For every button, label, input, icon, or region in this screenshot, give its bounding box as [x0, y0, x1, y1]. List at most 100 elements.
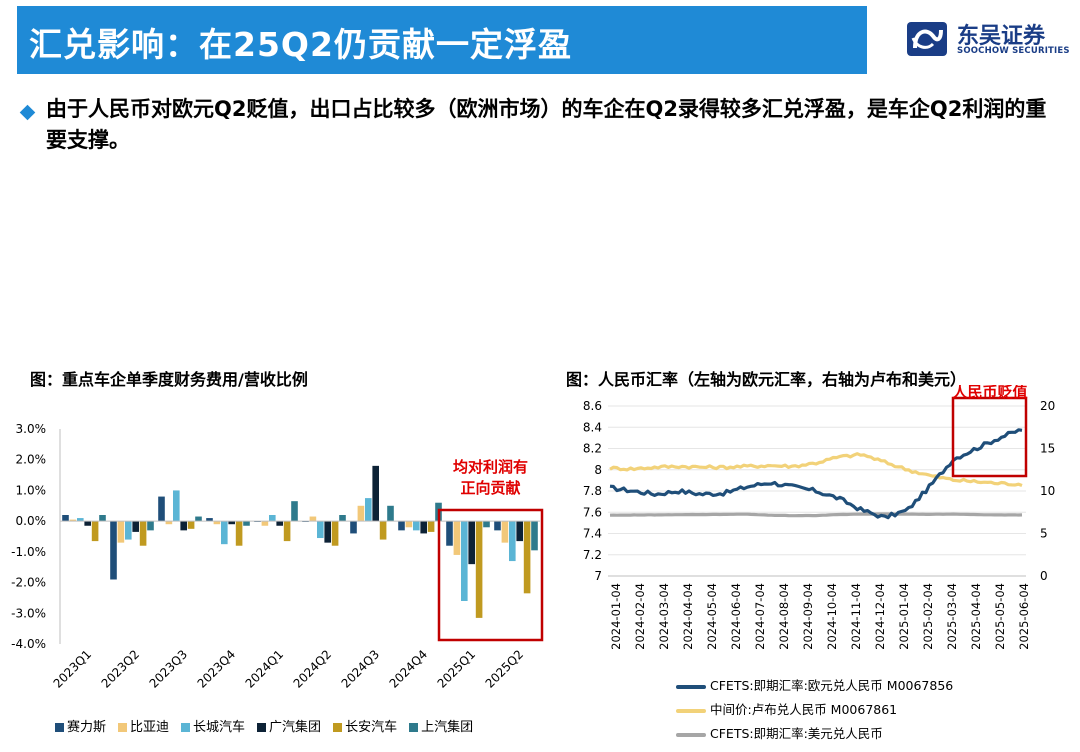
- legend-swatch: [55, 723, 64, 732]
- bar: [132, 521, 139, 532]
- y-left-tick-label: 8.2: [583, 442, 602, 456]
- bullet-text: 由于人民币对欧元Q2贬值，出口占比较多（欧洲市场）的车企在Q2录得较多汇兑浮盈，…: [46, 97, 1047, 152]
- bar: [213, 521, 221, 525]
- y-tick-label: -3.0%: [11, 606, 46, 620]
- bar: [276, 521, 283, 526]
- logo-name: 东吴证券: [957, 24, 1046, 49]
- legend-item: 广汽集团: [257, 716, 321, 735]
- bullet-diamond-icon: [19, 104, 36, 121]
- legend-item: CFETS:即期汇率:美元兑人民币: [676, 724, 1076, 748]
- bar: [446, 521, 453, 546]
- bar: [483, 521, 490, 528]
- legend-swatch: [409, 723, 419, 732]
- bar: [165, 521, 173, 525]
- x-tick-label: 2025-06-04: [1017, 583, 1031, 650]
- company-logo: 东吴证券 SOOCHOW SECURITIES: [905, 18, 1070, 60]
- bar: [91, 521, 99, 542]
- bar: [516, 521, 523, 542]
- chart-annotation: 正向贡献: [460, 479, 520, 497]
- bar: [173, 490, 180, 522]
- legend-label: 长安汽车: [345, 720, 398, 735]
- legend-swatch: [257, 723, 267, 732]
- legend-item: CFETS:即期汇率:欧元兑人民币 M0067856: [676, 676, 1076, 700]
- legend-label: CFETS:即期汇率:欧元兑人民币 M0067856: [710, 678, 954, 693]
- chart-annotation: 均对利润有: [453, 458, 528, 476]
- legend-line-swatch: [676, 733, 706, 737]
- chart-annotation: 人民币贬值: [952, 385, 1027, 401]
- x-tick-label: 2024Q1: [243, 647, 287, 691]
- highlight-box: [951, 396, 1028, 478]
- bar: [228, 521, 235, 525]
- bar: [509, 521, 516, 562]
- bar: [261, 521, 269, 526]
- bar: [180, 521, 187, 531]
- legend-item: 上汽集团: [409, 716, 473, 735]
- bar: [62, 515, 69, 522]
- bar: [187, 521, 195, 529]
- y-left-tick-label: 7.8: [583, 484, 602, 498]
- legend-swatch: [333, 723, 343, 732]
- right-line-chart: 8.6 8.4 8.2 8 7.8 7.6 7.4 7.2 7 20 15 10 5 0 2024-01-0…: [583, 385, 1055, 650]
- bar: [158, 496, 165, 522]
- bar: [317, 521, 324, 539]
- y-tick-label: -1.0%: [11, 545, 46, 559]
- x-tick-label: 2025-01-04: [897, 583, 911, 650]
- bar: [453, 521, 461, 555]
- left-bar-chart: 3.0% 2.0% 1.0% 0.0% -1.0% -2.0% -3.0% -4.0% 2023…: [11, 422, 544, 691]
- y-right-tick-label: 10: [1040, 484, 1055, 498]
- x-tick-label: 2023Q2: [99, 647, 143, 691]
- left-chart-caption: 图：重点车企单季度财务费用/营收比例: [30, 370, 308, 389]
- bar: [357, 505, 365, 522]
- x-tick-label: 2024Q2: [291, 647, 335, 691]
- legend-line-swatch: [676, 709, 706, 713]
- bar: [475, 521, 483, 618]
- bar: [405, 521, 413, 528]
- x-tick-label: 2024-03-04: [657, 583, 671, 650]
- bar: [461, 521, 468, 601]
- bar: [372, 465, 379, 522]
- legend-item: 长安汽车: [333, 716, 397, 735]
- legend-line-swatch: [676, 685, 706, 689]
- x-tick-label: 2024-12-04: [873, 583, 887, 650]
- logo-subtitle: SOOCHOW SECURITIES: [957, 46, 1070, 56]
- y-tick-label: -2.0%: [11, 576, 46, 590]
- y-right-tick-label: 20: [1040, 399, 1055, 413]
- bar: [110, 521, 117, 580]
- bar: [309, 516, 317, 522]
- x-tick-label: 2024-08-04: [777, 583, 791, 650]
- bar: [69, 519, 77, 522]
- y-tick-label: 2.0%: [16, 453, 47, 467]
- series-line: [609, 428, 1023, 520]
- bar: [84, 521, 91, 526]
- bar: [125, 521, 132, 540]
- title-bar: 汇兑影响：在25Q2仍贡献一定浮盈: [17, 6, 867, 74]
- bar: [206, 518, 213, 522]
- legend-swatch: [118, 723, 128, 732]
- legend-item: 赛力斯: [55, 716, 106, 735]
- x-tick-label: 2024-10-04: [825, 583, 839, 650]
- bar: [523, 521, 531, 594]
- bar: [531, 521, 538, 551]
- x-tick-label: 2024Q3: [339, 647, 383, 691]
- x-tick-label: 2024-05-04: [705, 583, 719, 650]
- highlight-box: [437, 508, 544, 642]
- x-tick-label: 2024-01-04: [609, 583, 623, 650]
- right-chart-caption: 图：人民币汇率（左轴为欧元汇率，右轴为卢布和美元）: [566, 370, 967, 389]
- y-right-tick-label: 5: [1040, 527, 1048, 541]
- y-left-tick-label: 8: [594, 463, 602, 477]
- y-right-tick-label: 0: [1040, 569, 1048, 583]
- bar: [235, 521, 243, 546]
- bar: [147, 521, 154, 531]
- y-left-tick-label: 7: [594, 569, 602, 583]
- y-left-tick-label: 7.6: [583, 505, 602, 519]
- legend-label: 赛力斯: [67, 720, 107, 735]
- left-chart-legend: 赛力斯 比亚迪 长城汽车 广汽集团 长安汽车 上汽集团: [55, 716, 535, 736]
- x-tick-label: 2025-05-04: [993, 583, 1007, 650]
- bar: [117, 521, 125, 543]
- legend-label: 比亚迪: [130, 720, 170, 735]
- bar: [77, 518, 84, 522]
- x-tick-label: 2025-04-04: [969, 583, 983, 650]
- bar: [339, 515, 346, 522]
- x-tick-label: 2024Q4: [387, 647, 431, 691]
- legend-label: CFETS:即期汇率:美元兑人民币: [710, 726, 883, 741]
